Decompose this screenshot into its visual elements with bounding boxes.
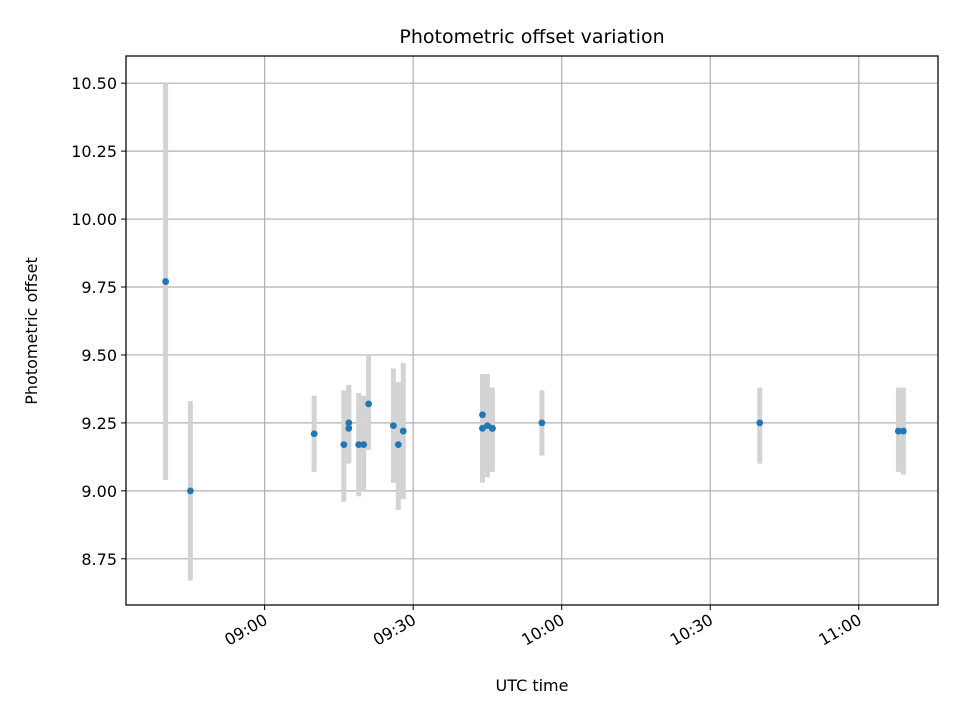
- data-point: [899, 427, 907, 435]
- y-tick-label: 10.25: [71, 142, 117, 161]
- data-point: [488, 424, 496, 432]
- grid: [126, 56, 938, 605]
- data-point: [162, 278, 170, 285]
- x-axis-label: UTC time: [496, 676, 569, 695]
- y-tick-label: 10.50: [71, 74, 117, 93]
- data-point: [399, 427, 407, 435]
- plot-frame: [125, 55, 939, 606]
- data-point: [479, 424, 486, 432]
- data-point: [365, 400, 373, 408]
- data-point: [484, 422, 491, 430]
- data-point: [360, 441, 368, 449]
- y-tick-label: 9.25: [81, 414, 117, 433]
- y-tick-label: 10.00: [71, 210, 117, 229]
- data-point: [340, 441, 348, 449]
- chart-title: Photometric offset variation: [399, 26, 664, 48]
- data-point: [186, 487, 194, 495]
- y-tick-label: 8.75: [81, 550, 117, 569]
- data-point: [756, 419, 764, 427]
- data-point: [479, 411, 486, 419]
- y-axis-label: Photometric offset: [22, 257, 41, 405]
- data-point: [345, 424, 353, 432]
- data-point: [389, 422, 397, 430]
- data-point: [310, 430, 318, 438]
- y-tick-label: 9.75: [81, 278, 117, 297]
- data-point: [345, 419, 353, 427]
- data-point: [355, 441, 363, 449]
- data-point: [538, 419, 546, 427]
- data-point: [394, 441, 402, 449]
- y-tick-label: 9.50: [81, 346, 117, 365]
- data-point: [894, 427, 902, 435]
- data-points: [162, 278, 907, 495]
- y-tick-label: 9.00: [81, 482, 117, 501]
